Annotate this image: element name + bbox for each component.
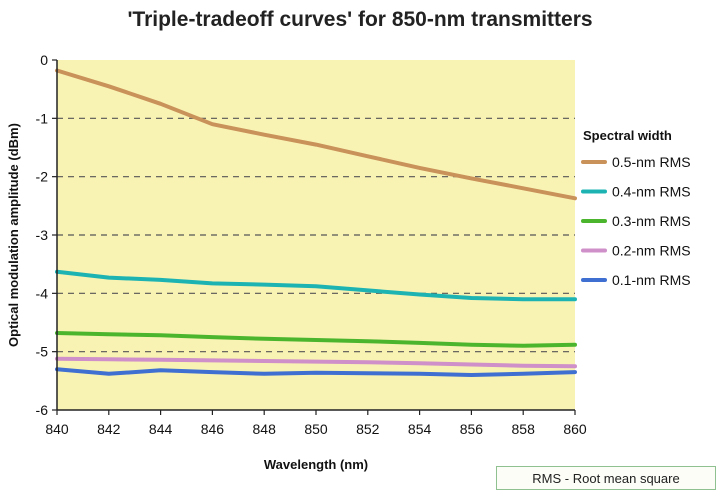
x-axis-label: Wavelength (nm) [264, 457, 368, 472]
x-tick-label: 856 [460, 421, 484, 437]
legend-label: 0.1-nm RMS [612, 272, 691, 288]
legend-title: Spectral width [583, 128, 672, 143]
grid [57, 117, 575, 353]
y-tick-label: 0 [40, 52, 48, 68]
legend-label: 0.4-nm RMS [612, 184, 691, 200]
series-line-0-2-nm-rms [55, 356, 577, 369]
legend-label: 0.5-nm RMS [612, 154, 691, 170]
y-tick-label: -3 [36, 227, 49, 243]
y-tick-label: -4 [36, 285, 49, 301]
series-line-0-5-nm-rms [55, 68, 577, 201]
legend: Spectral width 0.5-nm RMS 0.4-nm RMS 0.3-n… [581, 128, 691, 288]
y-tick-label: -5 [36, 344, 49, 360]
x-tick-label: 844 [149, 421, 173, 437]
x-tick-label: 842 [97, 421, 121, 437]
chart-title: 'Triple-tradeoff curves' for 850-nm tran… [127, 8, 592, 31]
x-tick-label: 840 [45, 421, 69, 437]
series-lines [55, 68, 577, 377]
series-line-0-1-nm-rms [55, 367, 577, 377]
x-tick-label: 846 [201, 421, 225, 437]
y-tick-label: -1 [36, 110, 49, 126]
footnote-box: RMS - Root mean square [496, 466, 716, 490]
legend-label: 0.2-nm RMS [612, 243, 691, 259]
y-ticks: 0 -1 -2 -3 -4 -5 -6 [36, 52, 57, 418]
series-line-0-3-nm-rms [55, 331, 577, 348]
footnote-text: RMS - Root mean square [532, 470, 680, 486]
y-tick-label: -2 [36, 169, 49, 185]
x-tick-label: 852 [356, 421, 380, 437]
x-tick-label: 850 [304, 421, 328, 437]
x-tick-label: 854 [408, 421, 432, 437]
y-tick-label: -6 [36, 402, 49, 418]
series-line-0-4-nm-rms [55, 269, 577, 302]
x-tick-label: 848 [253, 421, 277, 437]
y-axis-label: Optical modulation amplitude (dBm) [6, 123, 21, 347]
x-tick-label: 858 [512, 421, 536, 437]
x-ticks: 840 842 844 846 848 850 852 854 856 858 860 [45, 410, 587, 437]
x-tick-label: 860 [563, 421, 587, 437]
legend-label: 0.3-nm RMS [612, 213, 691, 229]
